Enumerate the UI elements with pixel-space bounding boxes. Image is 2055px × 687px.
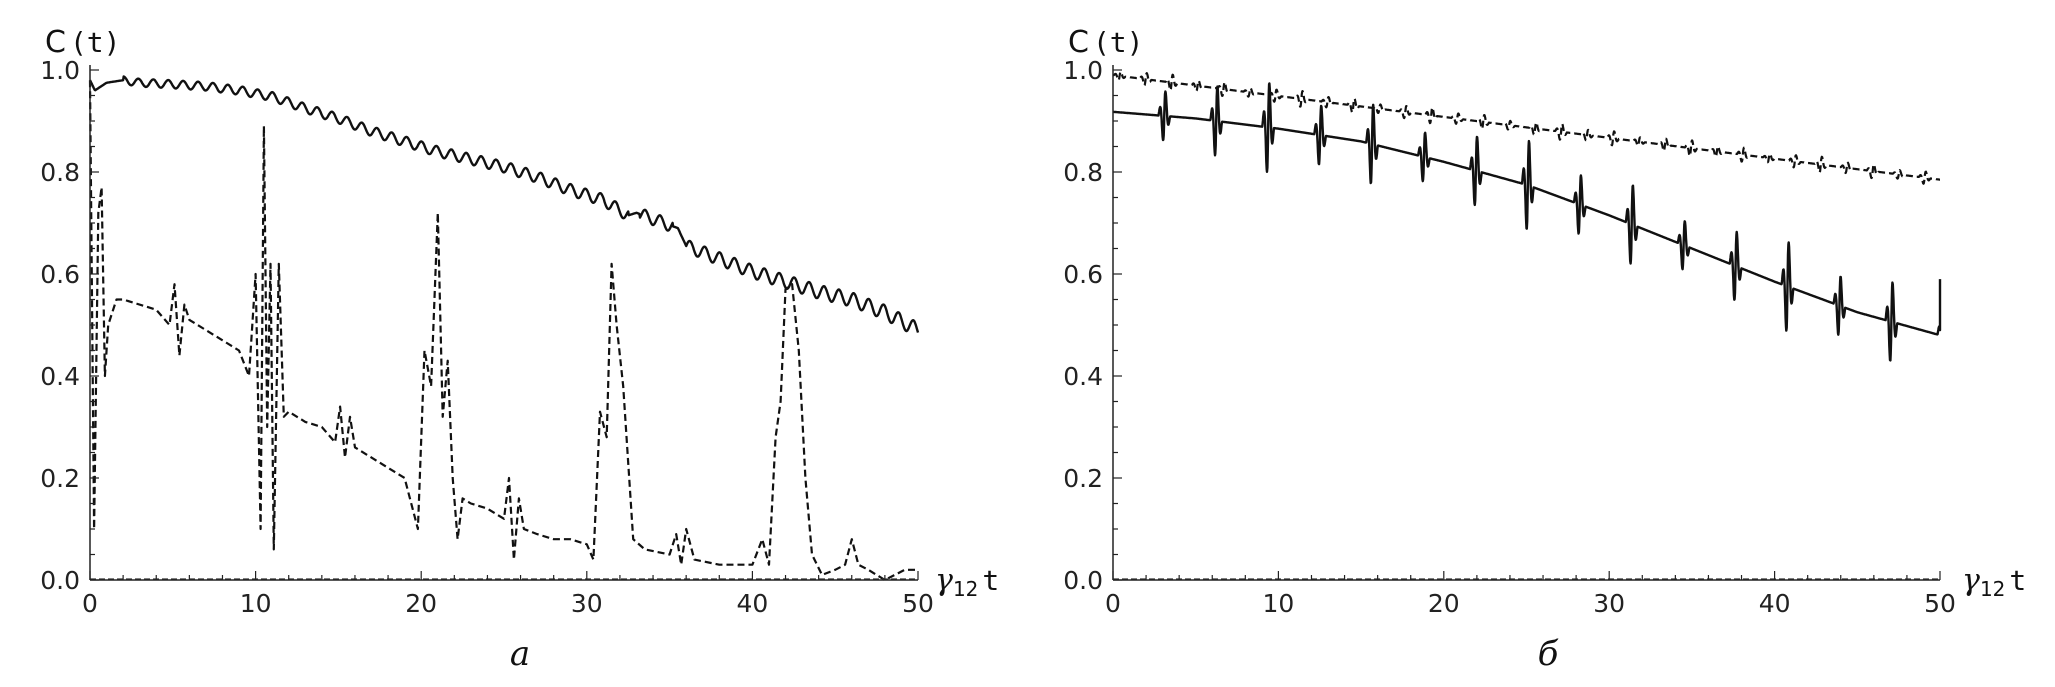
x-tick-label: 40 (1759, 589, 1791, 618)
y-tick-label: 0.6 (1063, 260, 1103, 289)
x-axis-label-b: γ12 t (1962, 563, 2026, 601)
y-tick-label: 0.2 (40, 464, 80, 493)
y-tick-label: 0.0 (40, 566, 80, 595)
axes-a: 0 10 20 30 40 50 0.0 0.2 0.4 0.6 0.8 1.0 (40, 56, 934, 618)
y-axis-label-a: C (t) (45, 25, 121, 60)
x-tick-label: 20 (405, 589, 437, 618)
y-tick-label: 0.2 (1063, 464, 1103, 493)
y-tick-label: 1.0 (1063, 56, 1103, 85)
chart-panel-b: 0 10 20 30 40 500.00.20.40.60.81.0 C (t) γ12 t … (1063, 25, 2026, 674)
axes-b: 0 10 20 30 40 50 0.0 0.2 0.4 0.6 0.8 1.0 (1063, 56, 1956, 618)
x-tick-label: 10 (240, 589, 272, 618)
series-line-a-dashed (88, 80, 918, 582)
series-line-b-dashed (1112, 70, 1941, 185)
x-tick-label: 10 (1262, 589, 1294, 618)
x-tick-label: 50 (902, 589, 934, 618)
x-tick-label: 40 (736, 589, 768, 618)
y-tick-label: 0.6 (40, 260, 80, 289)
panel-label-a: а (510, 634, 530, 674)
x-tick-label: 20 (1428, 589, 1460, 618)
x-tick-label: 0 (82, 589, 98, 618)
y-axis-label-b: C (t) (1068, 25, 1144, 60)
series-line-b-solid (1112, 82, 1942, 362)
y-tick-label: 0.0 (1063, 566, 1103, 595)
x-tick-label: 30 (1593, 589, 1625, 618)
plot-area-b (1112, 70, 1942, 580)
x-tick-label: 0 (1105, 589, 1121, 618)
x-axis-label-a: γ12 t (935, 563, 999, 601)
panel-label-b: б (1538, 634, 1559, 674)
chart-panel-a: 0 10 20 30 40 500.00.20.40.60.81.0 C (t) γ12 t … (40, 25, 999, 674)
x-tick-label: 30 (571, 589, 603, 618)
y-tick-label: 1.0 (40, 56, 80, 85)
y-tick-label: 0.4 (40, 362, 80, 391)
y-tick-label: 0.8 (40, 158, 80, 187)
x-tick-label: 50 (1924, 589, 1956, 618)
y-tick-label: 0.8 (1063, 158, 1103, 187)
y-tick-label: 0.4 (1063, 362, 1103, 391)
plot-area-a (88, 75, 920, 582)
series-line-a-solid (88, 75, 920, 333)
